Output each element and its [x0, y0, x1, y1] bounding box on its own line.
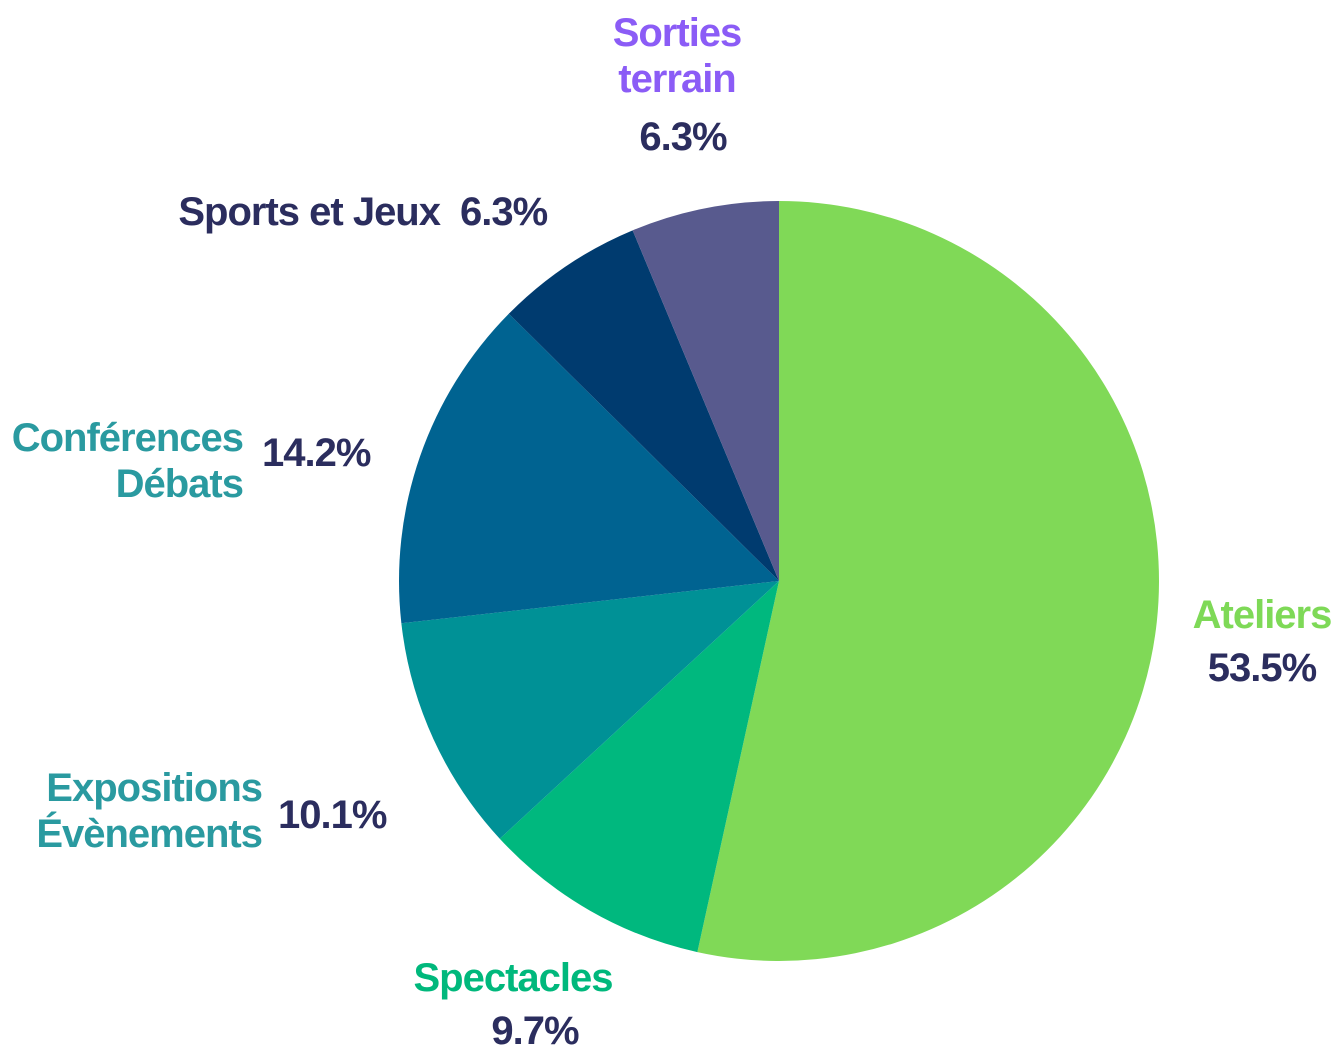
pie-slice [399, 313, 779, 624]
value-label: 6.3% [460, 190, 548, 234]
value-label: 14.2% [262, 431, 371, 475]
category-label: Sports et Jeux [178, 190, 441, 234]
value-label: 9.7% [491, 1009, 579, 1053]
category-label: Conférences Débats [11, 416, 244, 506]
pie-slice [697, 201, 1160, 961]
category-label: Spectacles [413, 956, 613, 1000]
pie-slice [401, 581, 779, 839]
pie-slice [632, 201, 779, 581]
pie-slice [508, 230, 779, 581]
pie-slice [499, 581, 779, 953]
category-label: Expositions Évènements [36, 766, 263, 856]
value-label: 53.5% [1207, 646, 1317, 690]
value-label: 10.1% [278, 793, 387, 837]
category-label: Sorties terrain [612, 11, 743, 101]
category-label: Ateliers [1192, 593, 1333, 637]
value-label: 6.3% [639, 115, 727, 159]
